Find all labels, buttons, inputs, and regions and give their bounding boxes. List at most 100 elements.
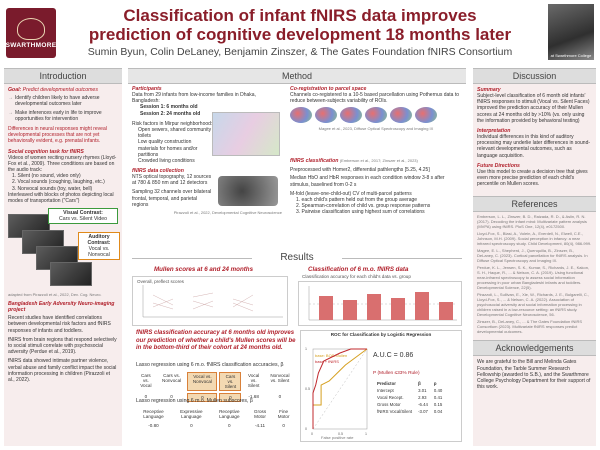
- brain-icon: [365, 107, 387, 124]
- class-step-item: 2. Spearman-correlation of child vs. gro…: [296, 203, 431, 210]
- brain-icon: [290, 107, 312, 124]
- goal-bullet: Make inferences early in life to improve…: [8, 110, 118, 122]
- summary-title: Summary: [477, 87, 501, 93]
- roc-series-line: [312, 348, 367, 429]
- roc-diagonal: [312, 348, 368, 430]
- coreg-citation: Magee et al., 2023, Diffuse Optical Spec…: [318, 126, 434, 132]
- roc-y-tick: 0.5: [305, 387, 310, 391]
- lasso1-value: -1.68: [248, 394, 259, 399]
- roc-cell: fNIRS Vocal/Silent: [377, 409, 413, 414]
- participants-title: Participants: [132, 86, 162, 92]
- classification-plot: [308, 286, 457, 321]
- lasso1-table: Cars vs. Vocal Cars vs. Nonvocal Vocal v…: [134, 370, 296, 404]
- future-title: Future Directions: [477, 162, 520, 169]
- brain-icon: [390, 107, 412, 124]
- risk-item: Crowded living conditions: [138, 158, 195, 165]
- sampling-text: Sampling 32 channels over bilateral fron…: [132, 189, 212, 208]
- auditory-contrast-label: Auditory Contrast:: [87, 234, 111, 247]
- lasso1-header: Nonvocal vs. Silent: [270, 373, 290, 383]
- lasso2-value: 0: [282, 423, 285, 428]
- coreg-title: Co-registration to parcel space: [290, 86, 367, 92]
- lasso2-header: Fine Motor: [277, 409, 290, 419]
- lasso2-header: Gross Motor: [253, 409, 267, 419]
- differences-text: Differences in neural responses might re…: [8, 126, 107, 145]
- authors: Sumin Byun, Colin DeLaney, Benjamin Zins…: [87, 46, 513, 58]
- classification-results-subtitle: Classification accuracy for each child's…: [302, 274, 411, 279]
- brain-icon: [315, 107, 337, 124]
- roc-cell: 2.93: [418, 395, 427, 400]
- lasso1-header-highlight: Vocal vs. Nonvocal: [187, 372, 218, 391]
- lasso2-value: 0: [190, 423, 193, 428]
- method-results-column: Method Participants Data from 29 infants…: [128, 68, 466, 446]
- condition-item: 1. Silent (no sound, video only): [12, 173, 81, 180]
- acknowledgements-heading: Acknowledgements: [473, 340, 596, 357]
- lasso2-header: Receptive Language: [143, 409, 164, 419]
- bangladesh-paragraph: fNIRS data showed intimate partner viole…: [8, 358, 117, 384]
- brain-icon: [340, 107, 362, 124]
- goal: Goal: Predict developmental outcomes: [8, 87, 118, 93]
- bangladesh-paragraph: Recent studies have identified correlati…: [8, 315, 111, 334]
- photo-caption: at Swarthmore College: [550, 53, 592, 58]
- classification-citation: (Emberson et al., 2017; Zinszer et al., …: [339, 158, 418, 163]
- summary-text: Subject-level classification of 6 month …: [477, 93, 590, 124]
- results-heading: Results: [128, 252, 466, 263]
- lasso2-value: -0.80: [148, 423, 159, 428]
- lasso2-header: Expressive Language: [180, 409, 203, 419]
- participants-text: Data from 29 infants from low-income fam…: [132, 92, 256, 105]
- method-heading: Method: [128, 68, 466, 84]
- paradigm-text: Videos of women reciting nursery rhymes …: [8, 154, 117, 174]
- acknowledgements-text: We are grateful to the Bill and Melinda …: [477, 359, 591, 391]
- roc-x-tick: 0: [311, 432, 313, 436]
- lasso2-table: Receptive Language Expressive Language R…: [134, 406, 296, 431]
- roc-cell: 3.01: [418, 388, 427, 393]
- lasso1-value: 0: [170, 394, 173, 399]
- lasso1-value: 0: [187, 393, 218, 402]
- visual-contrast-box: Visual Contrast: Cars vs. Silent Video: [48, 208, 118, 225]
- roc-title: ROC for Classification by Logistic Regre…: [330, 332, 432, 337]
- mullen-title: Mullen scores at 6 and 24 months: [154, 266, 254, 273]
- lasso1-header: Vocal vs. Silent: [247, 373, 260, 388]
- classification-results-title: Classification of 6 m.o. fNIRS data: [308, 266, 409, 273]
- cap-photo: [218, 176, 278, 206]
- condition-item: 2. Vocal sounds (coughing, laughing, etc…: [12, 179, 105, 186]
- roc-y-tick: 1: [305, 347, 307, 351]
- classification-block: fNIRS classification (Emberson et al., 2…: [290, 158, 462, 216]
- roc-series-line: [312, 348, 368, 429]
- goal-label: Goal:: [8, 87, 22, 93]
- interpretation-text: Individual differences in this kind of a…: [477, 134, 591, 159]
- dhaka-map: [212, 112, 280, 156]
- lasso1-value: 0: [219, 393, 242, 402]
- logo-text: SWARTHMORE: [5, 41, 57, 49]
- classification-title: fNIRS classification: [290, 158, 339, 164]
- lasso2-header: Receptive Language: [219, 409, 240, 419]
- coreg-block: Co-registration to parcel space Channels…: [290, 86, 462, 131]
- title-line-2: prediction of cognitive development 18 m…: [88, 25, 512, 44]
- reference-item: Lloyd-Fox, S., Blasi, A., Volein, A., Ev…: [477, 231, 592, 247]
- discussion-heading: Discussion: [473, 68, 596, 84]
- reference-item: Zinszer, B., DeLaney, C., ... & The Gate…: [477, 319, 583, 335]
- classification-step: M-fold (leave-one-child-out) CV of multi…: [290, 190, 412, 197]
- roc-y-tick: 0: [305, 427, 307, 431]
- lasso1-value: 0: [278, 394, 282, 399]
- class-step-item: 3. Pairwise classification using highest…: [296, 209, 425, 216]
- roc-cell: Gross Motor: [377, 402, 401, 407]
- roc-table: Predictor β p Intercept 3.01 0.40 Vocal Re…: [373, 379, 446, 416]
- visual-contrast-label: Visual Contrast:: [63, 210, 103, 217]
- reference-item: Perdue, K. L., Jensen, S. K., Kumar, S.,…: [477, 265, 590, 291]
- references-heading: References: [473, 196, 596, 213]
- video-frame: [50, 262, 92, 287]
- roc-col-header: p: [433, 381, 437, 386]
- lasso2-title: Lasso regression using 6 m.o. Mullen sub…: [136, 398, 253, 404]
- roc-x-tick: 0.5: [338, 432, 343, 436]
- bangladesh-title: Bangladesh Early Adversity Neuro-imaging…: [8, 301, 115, 314]
- goal-text: Predict developmental outcomes: [22, 87, 98, 93]
- roc-frame: [312, 348, 368, 430]
- goal-bullet: Identify children likely to have adverse…: [8, 95, 118, 107]
- introduction-column: Introduction Goal: Predict developmental…: [4, 68, 122, 446]
- roc-cell: -6.44: [418, 402, 428, 407]
- roc-cell: Intercept: [377, 388, 394, 393]
- collection-block: fNIRS data collection NTS optical topogr…: [132, 168, 282, 215]
- risk-item: Low quality construction materials for h…: [138, 139, 198, 158]
- roc-legend-label: base + fNIRS: [315, 359, 339, 364]
- roc-cell: -3.07: [418, 409, 428, 414]
